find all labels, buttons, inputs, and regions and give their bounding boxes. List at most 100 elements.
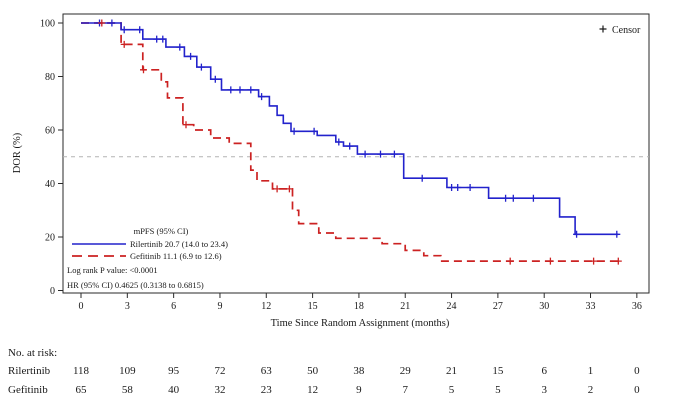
gefitinib-curve bbox=[81, 22, 619, 262]
gefitinib-censor-marks bbox=[98, 19, 622, 265]
gefitinib-censor-mark bbox=[506, 257, 514, 265]
x-tick-label: 21 bbox=[400, 301, 410, 312]
rilertinib-censor-mark bbox=[466, 184, 474, 191]
rilertinib-censor-mark bbox=[136, 26, 144, 34]
risk-table: No. at risk: Rilertinib Gefitinib 118 109… bbox=[8, 347, 640, 396]
risk-counts-rilertinib: 118 109 95 72 63 50 38 29 21 15 6 1 0 bbox=[73, 365, 640, 377]
rilertinib-censor-mark bbox=[227, 86, 235, 94]
risk-count: 63 bbox=[261, 365, 273, 377]
risk-row-label-rilertinib: Rilertinib bbox=[8, 365, 51, 377]
rilertinib-censor-mark bbox=[187, 52, 195, 60]
legend-header: mPFS (95% CI) bbox=[134, 226, 189, 236]
rilertinib-censor-mark bbox=[573, 230, 581, 238]
risk-count: 40 bbox=[168, 384, 180, 396]
gefitinib-legend-label: Gefitinib 11.1 (6.9 to 12.6) bbox=[130, 251, 222, 261]
gefitinib-censor-mark bbox=[546, 257, 554, 265]
y-tick-label: 60 bbox=[45, 126, 55, 137]
gefitinib-censor-mark bbox=[98, 19, 106, 27]
rilertinib-censor-mark bbox=[509, 194, 517, 202]
rilertinib-curve bbox=[81, 22, 619, 236]
y-tick-label: 80 bbox=[45, 72, 55, 83]
x-tick-label: 9 bbox=[217, 301, 222, 312]
risk-count: 2 bbox=[588, 384, 594, 396]
rilertinib-censor-mark bbox=[346, 142, 354, 150]
censor-legend: Censor bbox=[599, 25, 641, 36]
risk-count: 118 bbox=[73, 365, 90, 377]
x-tick-label: 24 bbox=[447, 301, 457, 312]
x-tick-label: 36 bbox=[632, 301, 642, 312]
logrank-pvalue-text: Log rank P value: <0.0001 bbox=[67, 265, 158, 275]
risk-count: 9 bbox=[356, 384, 362, 396]
rilertinib-censor-mark bbox=[159, 35, 167, 43]
risk-count: 5 bbox=[449, 384, 455, 396]
risk-count: 5 bbox=[495, 384, 501, 396]
risk-count: 29 bbox=[400, 365, 412, 377]
rilertinib-censor-mark bbox=[290, 127, 298, 135]
rilertinib-censor-mark bbox=[108, 19, 116, 27]
hazard-ratio-text: HR (95% CI) 0.4625 (0.3138 to 0.6815) bbox=[67, 280, 204, 290]
rilertinib-legend-label: Rilertinib 20.7 (14.0 to 23.4) bbox=[130, 239, 228, 249]
x-tick-label: 0 bbox=[79, 301, 84, 312]
rilertinib-censor-mark bbox=[418, 174, 426, 182]
rilertinib-censor-mark bbox=[448, 184, 456, 191]
rilertinib-censor-mark bbox=[529, 194, 537, 202]
risk-count: 95 bbox=[168, 365, 180, 377]
y-axis-title: DOR (%) bbox=[12, 132, 23, 173]
x-tick-label: 15 bbox=[308, 301, 318, 312]
risk-count: 6 bbox=[541, 365, 547, 377]
risk-count: 23 bbox=[261, 384, 273, 396]
x-tick-label: 27 bbox=[493, 301, 503, 312]
rilertinib-censor-mark bbox=[310, 127, 318, 135]
rilertinib-censor-mark bbox=[197, 63, 205, 71]
gefitinib-censor-mark bbox=[614, 257, 622, 265]
rilertinib-censor-mark bbox=[502, 194, 510, 202]
rilertinib-censor-mark bbox=[454, 184, 462, 191]
risk-count: 21 bbox=[446, 365, 457, 377]
gefitinib-censor-mark bbox=[590, 257, 598, 265]
rilertinib-censor-mark bbox=[258, 93, 266, 101]
risk-count: 32 bbox=[214, 384, 225, 396]
rilertinib-censor-marks bbox=[96, 19, 621, 238]
rilertinib-censor-mark bbox=[377, 150, 384, 158]
rilertinib-censor-mark bbox=[236, 86, 244, 94]
plus-icon bbox=[599, 25, 607, 33]
censor-legend-label: Censor bbox=[612, 25, 641, 36]
x-axis-ticks: 0 3 6 9 12 15 18 21 24 27 30 33 36 bbox=[79, 293, 642, 312]
rilertinib-censor-mark bbox=[120, 26, 128, 34]
x-tick-label: 33 bbox=[586, 301, 596, 312]
series-legend: mPFS (95% CI) Rilertinib 20.7 (14.0 to 2… bbox=[67, 226, 228, 290]
y-tick-label: 100 bbox=[40, 19, 55, 30]
risk-count: 15 bbox=[492, 365, 504, 377]
risk-count: 3 bbox=[541, 384, 547, 396]
x-tick-label: 3 bbox=[125, 301, 130, 312]
risk-count: 1 bbox=[588, 365, 594, 377]
rilertinib-censor-mark bbox=[361, 150, 369, 158]
risk-count: 7 bbox=[402, 384, 408, 396]
risk-count: 12 bbox=[307, 384, 318, 396]
rilertinib-censor-mark bbox=[211, 75, 219, 83]
x-tick-label: 30 bbox=[539, 301, 549, 312]
risk-count: 38 bbox=[353, 365, 365, 377]
y-tick-label: 0 bbox=[50, 286, 55, 297]
rilertinib-censor-mark bbox=[153, 35, 161, 43]
risk-count: 72 bbox=[214, 365, 225, 377]
risk-counts-gefitinib: 65 58 40 32 23 12 9 7 5 5 3 2 0 bbox=[76, 384, 641, 396]
gefitinib-censor-mark bbox=[273, 185, 281, 193]
risk-table-header: No. at risk: bbox=[8, 347, 57, 359]
x-axis-title: Time Since Random Assignment (months) bbox=[271, 318, 450, 329]
rilertinib-censor-mark bbox=[335, 138, 343, 146]
x-tick-label: 6 bbox=[171, 301, 176, 312]
risk-count: 65 bbox=[76, 384, 88, 396]
rilertinib-censor-mark bbox=[176, 43, 184, 51]
y-tick-label: 20 bbox=[45, 233, 55, 244]
risk-count: 0 bbox=[634, 365, 640, 377]
gefitinib-censor-mark bbox=[182, 121, 190, 129]
y-tick-label: 40 bbox=[45, 179, 55, 190]
gefitinib-censor-mark bbox=[120, 40, 128, 48]
risk-count: 109 bbox=[119, 365, 136, 377]
rilertinib-censor-mark bbox=[247, 86, 255, 94]
plot-frame bbox=[62, 13, 650, 294]
gefitinib-censor-mark bbox=[285, 185, 293, 193]
